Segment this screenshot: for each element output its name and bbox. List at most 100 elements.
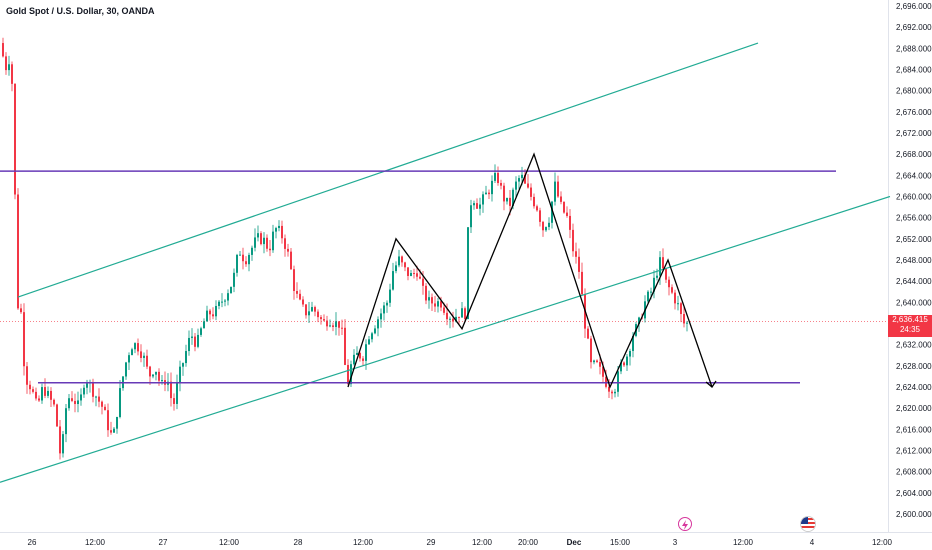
candle-body	[236, 254, 238, 273]
candle-body	[614, 391, 616, 394]
flag-glyph	[801, 517, 815, 531]
candle-body	[191, 336, 193, 338]
candle-body	[383, 305, 385, 314]
candle-body	[143, 355, 145, 358]
candle-body	[269, 248, 271, 251]
candle-body	[131, 349, 133, 356]
candle-body	[209, 310, 211, 315]
candle-body	[488, 192, 490, 195]
candle-body	[431, 297, 433, 304]
price-tick-label: 2,688.000	[896, 44, 932, 53]
candle-body	[176, 383, 178, 404]
candle-body	[443, 307, 445, 313]
candle-body	[479, 204, 481, 209]
candle-body	[248, 254, 250, 265]
candle-body	[458, 316, 460, 318]
candle-body	[26, 366, 28, 385]
candle-body	[560, 196, 562, 202]
candle-body	[398, 256, 400, 266]
lightning-icon[interactable]	[678, 517, 692, 531]
candle-body	[140, 351, 142, 358]
candle-body	[2, 43, 4, 57]
candle-body	[332, 325, 334, 327]
candle-body	[203, 321, 205, 329]
candle-body	[386, 302, 388, 306]
candle-body	[497, 172, 499, 183]
candle-body	[509, 197, 511, 206]
candle-body	[659, 257, 661, 276]
bar-countdown: 24:35	[899, 325, 921, 335]
candle-body	[65, 408, 67, 435]
candle-body	[551, 201, 553, 223]
pattern-arrowhead	[705, 380, 717, 388]
candle-body	[401, 256, 403, 263]
candle-body	[446, 312, 448, 320]
price-tick-label: 2,676.000	[896, 108, 932, 117]
candle-body	[221, 301, 223, 303]
candle-body	[95, 396, 97, 398]
us-flag-icon[interactable]	[800, 516, 816, 532]
candle-body	[116, 417, 118, 429]
candle-body	[272, 231, 274, 251]
current-price-tag: 2,636.415 24:35	[888, 315, 932, 338]
candle-body	[206, 310, 208, 322]
candle-body	[557, 181, 559, 197]
time-axis[interactable]: 26 12:00 27 12:00 28 12:00 29 12:00 20:00 Dec 15:0…	[28, 538, 893, 547]
price-tick-label: 2,648.000	[896, 256, 932, 265]
candle-body	[23, 312, 25, 367]
candle-body	[671, 287, 673, 293]
candle-body	[356, 352, 358, 355]
price-tick-label: 2,652.000	[896, 235, 932, 244]
price-tick-label: 2,664.000	[896, 171, 932, 180]
candle-body	[62, 434, 64, 454]
channel-lower-line[interactable]	[0, 195, 891, 483]
candle-body	[353, 354, 355, 365]
candle-body	[158, 371, 160, 381]
candle-body	[56, 404, 58, 427]
lightning-glyph	[682, 520, 688, 530]
candle-body	[152, 374, 154, 377]
price-tick-label: 2,604.000	[896, 489, 932, 498]
price-tick-label: 2,668.000	[896, 150, 932, 159]
candle-body	[317, 311, 319, 318]
candle-body	[686, 322, 688, 324]
candle-body	[632, 335, 634, 351]
candle-body	[656, 275, 658, 278]
candle-body	[275, 228, 277, 232]
candle-body	[368, 339, 370, 345]
candle-body	[563, 201, 565, 213]
candle-body	[437, 301, 439, 307]
candle-body	[254, 237, 256, 248]
candle-body	[161, 380, 163, 382]
candle-body	[680, 303, 682, 315]
channel-upper-line[interactable]	[17, 42, 759, 298]
candle-body	[155, 371, 157, 375]
candle-body	[101, 401, 103, 407]
candle-body	[596, 360, 598, 363]
candle-body	[119, 388, 121, 418]
candle-body	[554, 181, 556, 202]
candle-body	[662, 257, 664, 269]
candle-body	[329, 325, 331, 327]
candle-body	[455, 316, 457, 322]
price-tick-label: 2,616.000	[896, 425, 932, 434]
candle-body	[230, 286, 232, 294]
price-tick-label: 2,612.000	[896, 447, 932, 456]
pattern-path[interactable]	[347, 152, 713, 389]
time-tick-label: 4	[810, 538, 815, 547]
drawings-layer[interactable]	[0, 42, 891, 483]
candle-body	[410, 273, 412, 276]
candle-body	[473, 203, 475, 206]
candle-body	[539, 210, 541, 222]
time-tick-label: 20:00	[518, 538, 539, 547]
candle-body	[296, 291, 298, 294]
candle-body	[419, 276, 421, 279]
candle-body	[215, 305, 217, 317]
price-tick-label: 2,680.000	[896, 87, 932, 96]
candle-body	[287, 248, 289, 252]
candle-body	[617, 371, 619, 392]
candle-body	[278, 225, 280, 229]
price-axis[interactable]: 2,696.000 2,692.000 2,688.000 2,684.000 2,68…	[896, 2, 932, 519]
